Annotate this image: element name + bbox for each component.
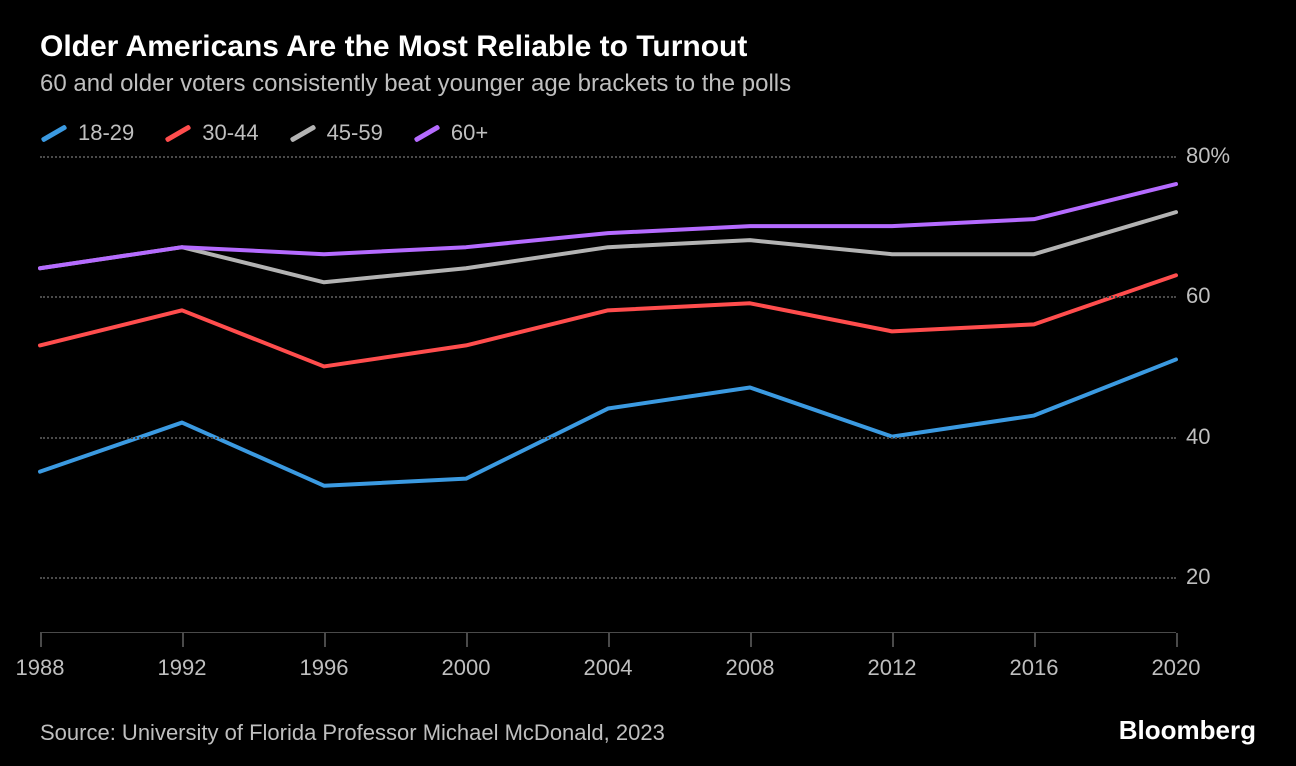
- legend-swatch: [413, 124, 440, 142]
- y-axis-label: 60: [1186, 283, 1246, 309]
- legend-label: 60+: [451, 120, 488, 146]
- legend-item: 45-59: [289, 120, 383, 146]
- x-axis-tick: [324, 633, 326, 647]
- x-axis-tick: [1176, 633, 1178, 647]
- x-axis-tick: [1034, 633, 1036, 647]
- x-axis-tick: [892, 633, 894, 647]
- chart-wrap: 20406080%1988199219962000200420082012201…: [40, 156, 1256, 703]
- footer: Source: University of Florida Professor …: [40, 715, 1256, 746]
- source-text: Source: University of Florida Professor …: [40, 720, 665, 746]
- legend-item: 60+: [413, 120, 488, 146]
- x-axis-label: 2008: [726, 655, 775, 681]
- x-axis-label: 1988: [16, 655, 65, 681]
- x-axis-label: 1996: [300, 655, 349, 681]
- legend-swatch: [289, 124, 316, 142]
- legend-label: 30-44: [202, 120, 258, 146]
- x-axis-tick: [40, 633, 42, 647]
- x-axis-tick: [466, 633, 468, 647]
- y-axis-label: 80%: [1186, 143, 1246, 169]
- line-layer: [40, 156, 1176, 633]
- gridline: [40, 296, 1176, 298]
- series-line: [40, 275, 1176, 366]
- x-axis-label: 1992: [158, 655, 207, 681]
- legend-item: 30-44: [164, 120, 258, 146]
- x-axis-tick: [750, 633, 752, 647]
- chart-subtitle: 60 and older voters consistently beat yo…: [40, 70, 1256, 98]
- legend: 18-29 30-44 45-59 60+: [40, 120, 1256, 146]
- chart-title: Older Americans Are the Most Reliable to…: [40, 30, 1256, 64]
- gridline: [40, 437, 1176, 439]
- series-line: [40, 359, 1176, 485]
- legend-label: 45-59: [327, 120, 383, 146]
- y-axis-label: 40: [1186, 424, 1246, 450]
- x-axis-tick: [608, 633, 610, 647]
- x-axis-tick: [182, 633, 184, 647]
- x-axis-label: 2000: [442, 655, 491, 681]
- brand-label: Bloomberg: [1119, 715, 1256, 746]
- x-axis-label: 2012: [868, 655, 917, 681]
- legend-swatch: [41, 124, 68, 142]
- legend-item: 18-29: [40, 120, 134, 146]
- x-axis-label: 2004: [584, 655, 633, 681]
- chart-container: Older Americans Are the Most Reliable to…: [0, 0, 1296, 766]
- gridline: [40, 156, 1176, 158]
- y-axis-label: 20: [1186, 564, 1246, 590]
- legend-swatch: [165, 124, 192, 142]
- legend-label: 18-29: [78, 120, 134, 146]
- gridline: [40, 577, 1176, 579]
- x-axis-label: 2016: [1010, 655, 1059, 681]
- x-axis-label: 2020: [1152, 655, 1201, 681]
- plot-area: 20406080%1988199219962000200420082012201…: [40, 156, 1176, 633]
